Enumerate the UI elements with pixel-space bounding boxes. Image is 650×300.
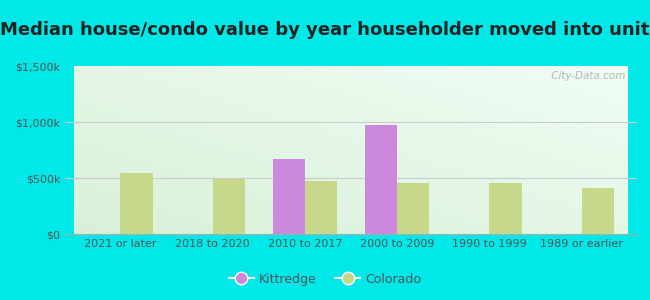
Bar	[305, 181, 337, 234]
Bar	[582, 188, 614, 234]
Bar	[489, 183, 522, 234]
Text: City-Data.com: City-Data.com	[548, 71, 625, 81]
Bar	[213, 179, 245, 234]
Bar	[397, 183, 430, 234]
Legend: Kittredge, Colorado: Kittredge, Colorado	[224, 268, 426, 291]
Bar	[120, 173, 153, 234]
Bar	[272, 159, 305, 234]
Bar	[365, 125, 397, 234]
Text: Median house/condo value by year householder moved into unit: Median house/condo value by year househo…	[0, 21, 650, 39]
